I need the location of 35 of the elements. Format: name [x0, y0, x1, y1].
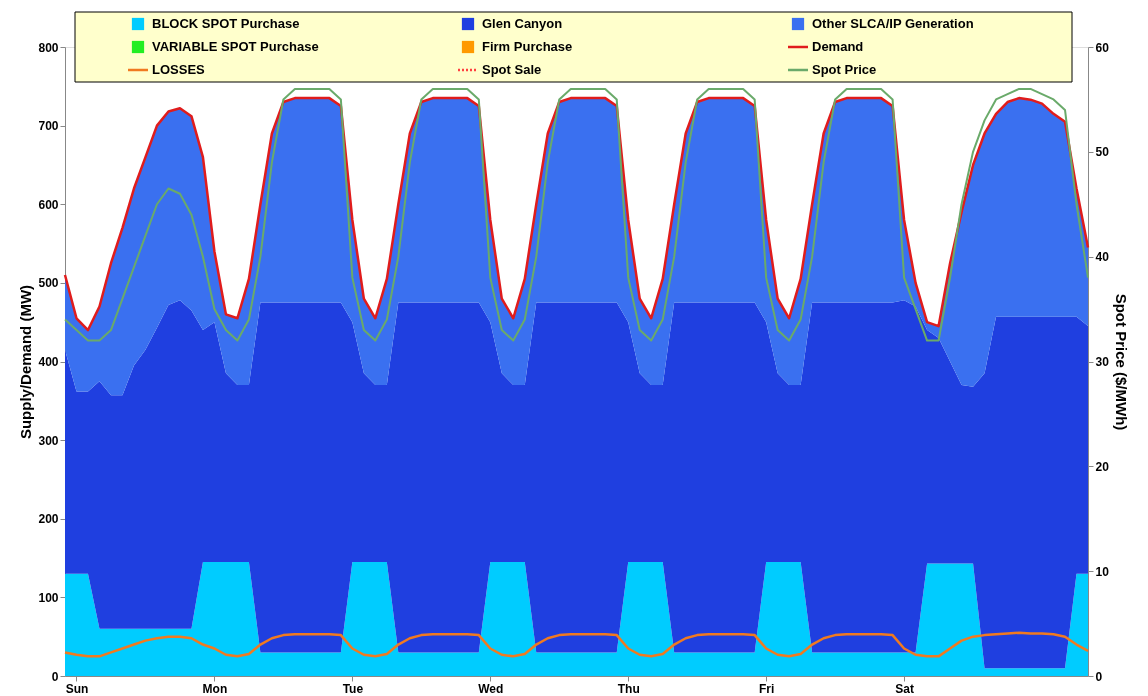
- y-axis-title: Supply/Demand (MW): [17, 284, 35, 440]
- legend-label: BLOCK SPOT Purchase: [152, 16, 300, 31]
- y2-tick-label: 50: [1095, 145, 1110, 160]
- legend-label: Spot Sale: [482, 62, 542, 77]
- y-tick-label: 600: [38, 197, 59, 212]
- legend-label: LOSSES: [152, 62, 206, 77]
- y-tick-label: 500: [38, 276, 59, 291]
- x-tick-label: Fri: [758, 681, 775, 696]
- y-tick-label: 100: [38, 590, 59, 605]
- x-tick-label: Sun: [65, 681, 89, 696]
- legend-label: Other SLCA/IP Generation: [812, 16, 974, 31]
- x-tick-label: Tue: [342, 681, 364, 696]
- y2-tick-label: 40: [1095, 250, 1110, 265]
- line-series: [63, 631, 1090, 658]
- y-tick-label: 400: [38, 355, 59, 369]
- y2-axis-title: Spot Price ($/MWh): [1112, 293, 1130, 431]
- legend-label: VARIABLE SPOT Purchase: [152, 39, 319, 54]
- y2-tick-label: 10: [1095, 564, 1110, 579]
- legend-label: Glen Canyon: [482, 16, 563, 31]
- y-tick-label: 300: [38, 433, 59, 448]
- x-tick-label: Mon: [202, 681, 228, 696]
- x-tick-label: Wed: [478, 681, 504, 696]
- y-tick-label: 0: [51, 669, 59, 684]
- x-tick-label: Sat: [895, 681, 914, 696]
- x-tick-label: Thu: [617, 681, 640, 696]
- y-tick-label: 200: [38, 512, 59, 527]
- y2-tick-label: 30: [1095, 355, 1110, 369]
- legend-label: Demand: [812, 39, 864, 54]
- y2-tick-label: 20: [1095, 459, 1110, 474]
- legend-label: Spot Price: [812, 62, 877, 77]
- y2-tick-label: 60: [1095, 40, 1110, 55]
- y-tick-label: 800: [38, 40, 59, 55]
- y2-tick-label: 0: [1095, 669, 1103, 684]
- y-tick-label: 700: [38, 119, 59, 134]
- legend-label: Firm Purchase: [482, 39, 573, 54]
